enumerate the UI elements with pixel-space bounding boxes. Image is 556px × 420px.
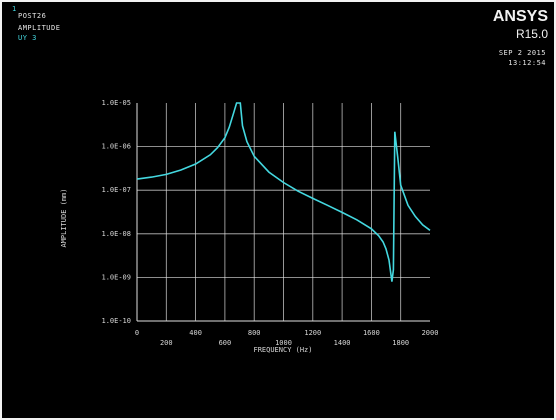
x-axis-label: FREQUENCY (Hz) <box>253 346 312 354</box>
grid-lines <box>137 103 430 321</box>
y-axis-label: AMPLITUDE (mm) <box>60 188 68 247</box>
y-tick-label: 1.0E-07 <box>101 186 131 194</box>
y-tick-label: 1.0E-08 <box>101 230 131 238</box>
x-tick-label: 2000 <box>422 329 439 337</box>
x-tick-label: 1000 <box>275 339 292 347</box>
x-tick-label: 800 <box>248 329 261 337</box>
y-tick-label: 1.0E-09 <box>101 273 131 281</box>
version-label: R15.0 <box>515 27 548 41</box>
y-tick-label: 1.0E-06 <box>101 143 131 151</box>
time-stamp: 13:12:54 <box>508 59 546 67</box>
y-tick-label: 1.0E-05 <box>101 99 131 107</box>
date-stamp: SEP 2 2015 <box>498 49 546 57</box>
x-tick-label: 200 <box>160 339 173 347</box>
axes: 1.0E-10 1.0E-09 1.0E-08 1.0E-07 1.0E-06 1.0E-… <box>101 99 438 347</box>
amplitude-curve <box>136 102 431 282</box>
x-tick-label: 600 <box>219 339 232 347</box>
x-tick-label: 1400 <box>334 339 351 347</box>
x-tick-label: 1800 <box>392 339 409 347</box>
x-tick-label: 400 <box>189 329 202 337</box>
window-number: 1 <box>12 5 17 13</box>
chart-marks <box>136 102 431 282</box>
ansys-logo: ANSYS <box>492 8 548 25</box>
x-tick-label: 0 <box>135 329 139 337</box>
postprocessor-title: POST26 <box>18 12 47 20</box>
x-tick-label: 1200 <box>304 329 321 337</box>
y-tick-label: 1.0E-10 <box>101 317 131 325</box>
x-tick-label: 1600 <box>363 329 380 337</box>
variable-component: UY 3 <box>18 34 37 42</box>
variable-name: AMPLITUDE <box>18 24 61 32</box>
